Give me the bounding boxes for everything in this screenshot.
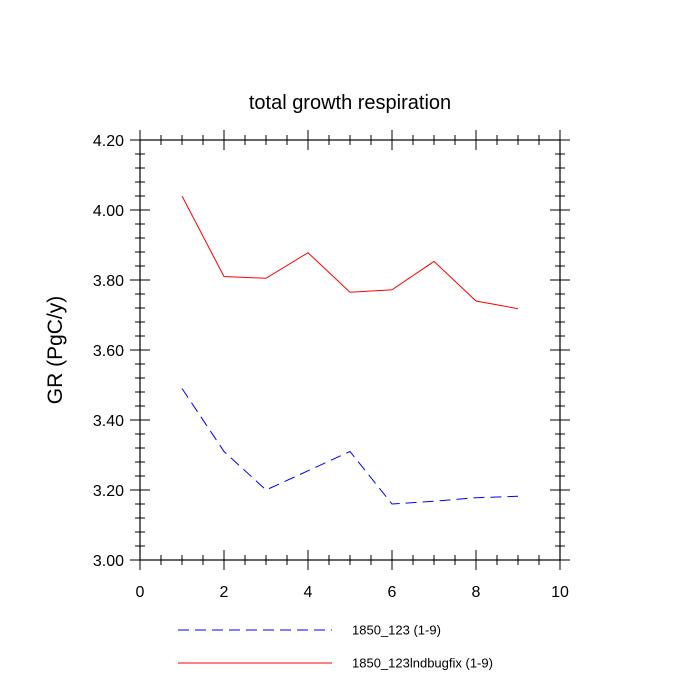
legend-label-1: 1850_123 (1-9)	[352, 623, 441, 638]
x-tick-label: 0	[136, 584, 145, 601]
y-tick-label: 3.00	[93, 553, 124, 570]
y-tick-label: 4.20	[93, 133, 124, 150]
y-tick-label: 3.80	[93, 273, 124, 290]
y-axis-label: GR (PgC/y)	[44, 296, 67, 405]
series-line-2	[181, 195, 519, 310]
axes: 3.00 3.20 3.40 3.60 3.80 4.00 4.20 0 2 4 6 8 10	[93, 130, 570, 601]
legend-label-2: 1850_123lndbugfix (1-9)	[352, 656, 493, 671]
y-tick-label: 3.20	[93, 483, 124, 500]
y-tick-label: 4.00	[93, 203, 124, 220]
y-tick-label: 3.40	[93, 413, 124, 430]
x-tick-label: 2	[220, 584, 229, 601]
y-tick-label: 3.60	[93, 343, 124, 360]
x-tick-label: 4	[304, 584, 313, 601]
chart-title: total growth respiration	[249, 92, 451, 114]
series-line-1	[181, 388, 519, 505]
legend: 1850_123 (1-9) 1850_123lndbugfix (1-9)	[178, 623, 493, 671]
x-tick-label: 8	[472, 584, 481, 601]
series-layer	[181, 195, 519, 505]
x-tick-label: 6	[388, 584, 397, 601]
x-tick-label: 10	[551, 584, 569, 601]
